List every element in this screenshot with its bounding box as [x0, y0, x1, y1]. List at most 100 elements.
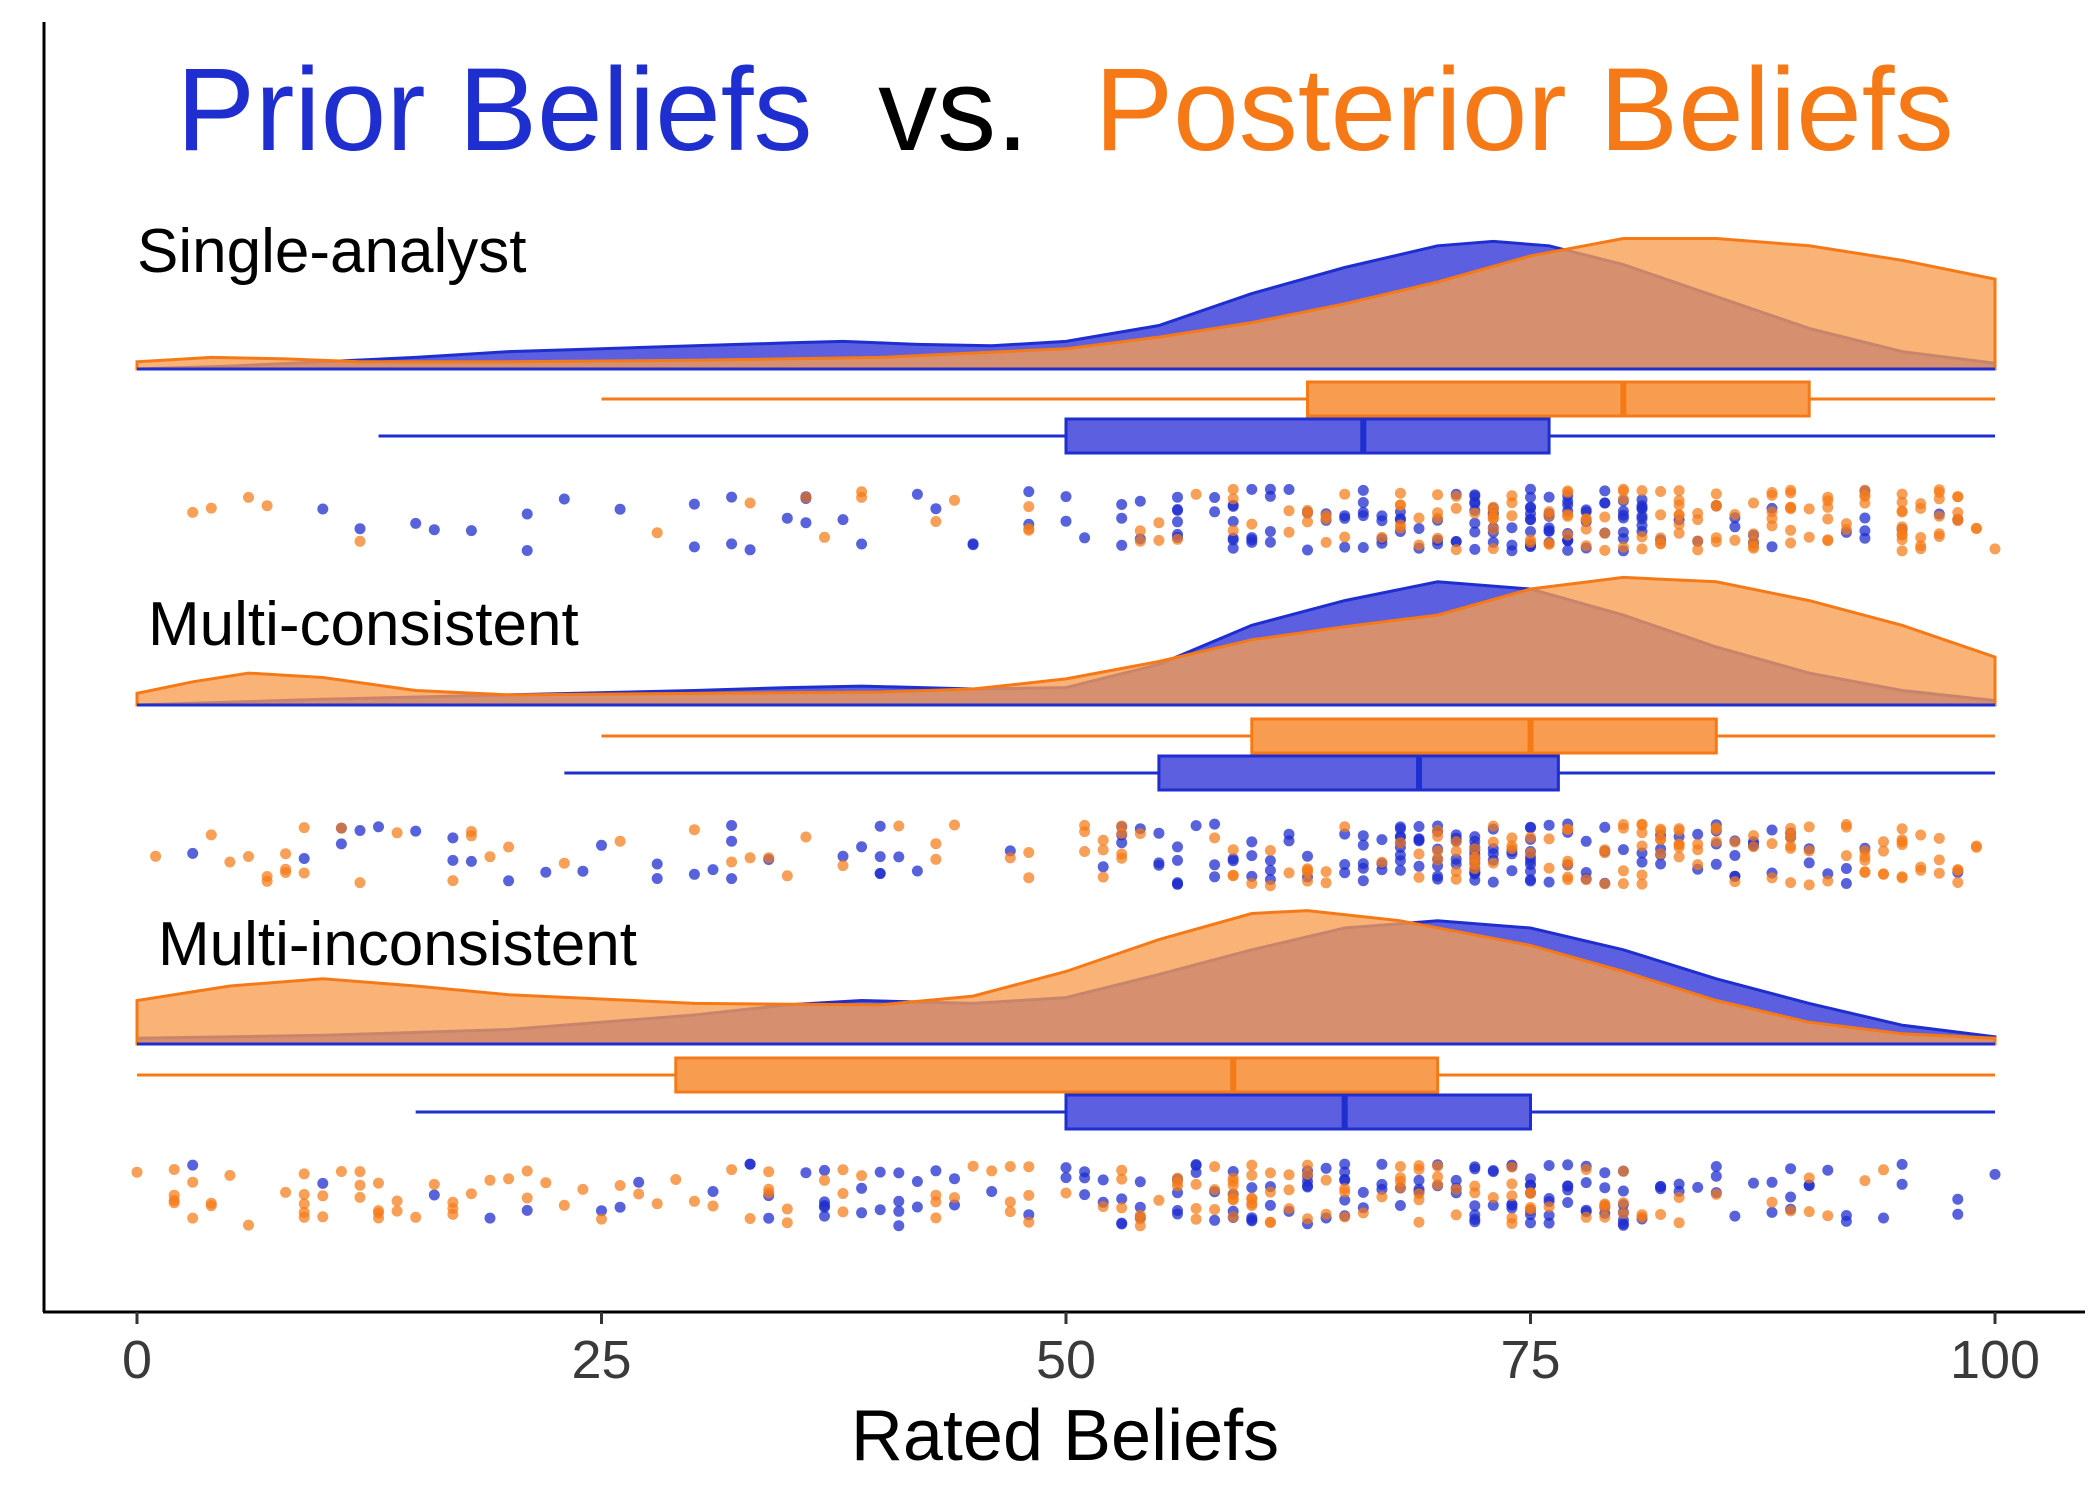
prior-dot [856, 841, 868, 853]
posterior-dot [1134, 1209, 1146, 1221]
prior-dot [819, 1196, 830, 1208]
posterior-density [135, 575, 1997, 707]
posterior-dot [1134, 535, 1146, 547]
prior-dot [1246, 1212, 1258, 1224]
prior-dot [1209, 859, 1221, 871]
prior-dot [1599, 821, 1611, 833]
posterior-dot [1636, 1209, 1648, 1221]
posterior-dot [1153, 517, 1165, 529]
posterior-dot [1023, 872, 1035, 884]
prior-dot [1060, 515, 1072, 527]
prior-dot [1599, 485, 1611, 497]
prior-dot [1525, 491, 1536, 503]
posterior-dot [1803, 821, 1815, 833]
x-tick-label: 0 [122, 1330, 152, 1390]
posterior-dot [1357, 1207, 1369, 1219]
prior-dot [614, 1201, 626, 1213]
prior-dot [800, 517, 812, 529]
prior-dot [521, 508, 533, 520]
prior-dot [1376, 510, 1388, 522]
posterior-dot [800, 831, 812, 843]
posterior-dot [354, 877, 366, 889]
posterior-dot [1822, 875, 1834, 887]
prior-dot [1803, 1180, 1815, 1192]
posterior-dot [298, 1168, 310, 1180]
prior-dot [1450, 853, 1462, 865]
posterior-dot [930, 1212, 942, 1224]
rain-dots [150, 818, 1982, 892]
prior-dot [1134, 1201, 1146, 1213]
posterior-dot [1506, 490, 1518, 502]
posterior-boxplot-iqr [1250, 717, 1718, 755]
axes: 0 25 50 75 100 Rated Beliefs [42, 22, 2085, 1476]
posterior-dot [1376, 531, 1388, 543]
posterior-dot [317, 1190, 329, 1202]
prior-dot [1487, 876, 1499, 888]
posterior-dot [1469, 853, 1481, 865]
posterior-dot [1822, 1210, 1834, 1222]
posterior-dot [354, 1179, 366, 1191]
posterior-dot [1320, 1174, 1332, 1186]
prior-dot [856, 538, 868, 550]
posterior-dot [1394, 837, 1406, 849]
posterior-dot [1673, 825, 1685, 837]
prior-dot [1989, 1168, 2001, 1180]
posterior-dot [1692, 838, 1704, 850]
prior-dot [1840, 863, 1852, 874]
prior-dot [1543, 819, 1555, 831]
posterior-dot [168, 1197, 180, 1209]
posterior-dot [1580, 523, 1592, 535]
posterior-dot [800, 491, 812, 503]
posterior-dot [1599, 544, 1611, 556]
prior-dot [1302, 850, 1313, 862]
posterior-dot [744, 1213, 756, 1224]
posterior-dot [484, 1174, 496, 1186]
posterior-dot [1506, 1190, 1518, 1202]
prior-dot [893, 1167, 905, 1179]
posterior-dot [1246, 518, 1258, 530]
posterior-dot [1320, 866, 1332, 878]
prior-dot [633, 1176, 645, 1188]
posterior-dot [1097, 871, 1109, 883]
posterior-dot [1599, 527, 1611, 539]
prior-boxplot [378, 417, 1995, 455]
posterior-dot [1023, 523, 1035, 535]
posterior-dot [1227, 493, 1239, 505]
posterior-dot [1339, 488, 1351, 500]
prior-dot [1227, 542, 1239, 554]
posterior-dot [1302, 504, 1313, 516]
prior-dot [187, 1159, 199, 1171]
posterior-dot [930, 853, 942, 865]
prior-dot [1246, 483, 1258, 495]
posterior-dot [1636, 543, 1648, 555]
prior-dot [410, 517, 422, 529]
posterior-dot [1748, 841, 1759, 853]
posterior-dot [930, 516, 942, 527]
posterior-dot [1859, 850, 1871, 862]
prior-dot [744, 1158, 756, 1170]
prior-dot [1543, 1193, 1555, 1204]
posterior-dot [1394, 1161, 1406, 1172]
prior-dot [1060, 1172, 1072, 1184]
prior-boxplot-iqr [1064, 417, 1551, 455]
prior-dot [1469, 1200, 1481, 1212]
posterior-dot [1878, 836, 1889, 848]
prior-dot [1413, 523, 1425, 534]
posterior-dot [1525, 847, 1536, 859]
prior-dot [1079, 532, 1091, 544]
posterior-density [135, 237, 1997, 371]
prior-dot [874, 1204, 886, 1216]
prior-dot [1283, 828, 1295, 840]
posterior-dot [837, 1188, 849, 1199]
posterior-dot [484, 851, 496, 863]
prior-dot [1413, 860, 1425, 872]
prior-dot [1729, 850, 1741, 861]
posterior-dot [1320, 536, 1332, 548]
posterior-dot [1413, 539, 1425, 551]
prior-dot [1636, 500, 1648, 512]
posterior-dot [1227, 525, 1239, 536]
posterior-dot [1562, 529, 1574, 541]
prior-dot [465, 525, 477, 537]
prior-dot [1599, 1182, 1611, 1194]
posterior-dot [1487, 857, 1499, 869]
